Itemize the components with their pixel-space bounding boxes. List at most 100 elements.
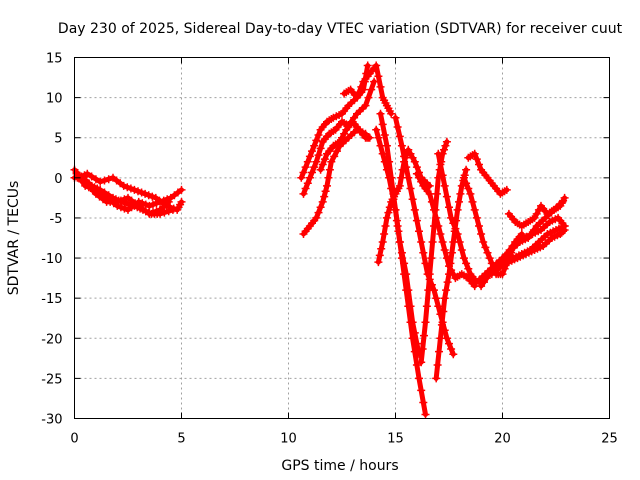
data-point-plus-marker <box>303 179 312 188</box>
data-point-plus-marker <box>419 398 428 407</box>
data-point-plus-marker <box>440 145 448 154</box>
data-point-plus-marker <box>438 238 447 246</box>
series-mid-1 <box>412 169 479 291</box>
data-point-plus-marker <box>477 230 486 238</box>
data-point-plus-marker <box>316 165 325 174</box>
data-point-plus-marker <box>163 195 172 204</box>
data-point-plus-marker <box>502 185 511 194</box>
data-point-plus-marker <box>436 160 445 169</box>
data-point-plus-marker <box>397 141 406 150</box>
data-point-plus-marker <box>96 185 105 194</box>
data-point-plus-marker <box>353 93 361 102</box>
series-drop-3 <box>374 145 434 267</box>
data-point-plus-marker <box>472 213 481 222</box>
data-point-plus-marker <box>104 175 113 184</box>
data-point-plus-marker <box>177 197 186 206</box>
data-point-plus-marker <box>421 318 430 327</box>
data-point-plus-marker <box>427 197 436 206</box>
data-point-plus-marker <box>370 77 379 86</box>
data-point-plus-marker <box>385 173 394 182</box>
data-point-plus-marker <box>462 165 471 174</box>
data-point-plus-marker <box>113 201 122 210</box>
data-point-plus-marker <box>126 184 135 193</box>
data-point-plus-marker <box>410 328 419 337</box>
data-point-plus-marker <box>164 207 173 216</box>
data-point-plus-marker <box>400 152 409 161</box>
data-point-plus-marker <box>418 345 427 353</box>
x-tick-label: 15 <box>387 432 404 447</box>
data-point-plus-marker <box>333 147 341 156</box>
data-point-plus-marker <box>100 188 109 197</box>
data-point-plus-marker <box>470 149 479 158</box>
y-axis-label: SDTVAR / TECUs <box>6 181 22 296</box>
data-point-plus-marker <box>96 177 105 186</box>
data-point-plus-marker <box>297 173 306 182</box>
x-tick-label: 20 <box>494 432 511 447</box>
data-point-plus-marker <box>442 192 451 201</box>
data-point-plus-marker <box>314 208 323 217</box>
data-point-plus-marker <box>445 203 453 212</box>
data-point-plus-marker <box>402 163 411 172</box>
y-tick-label: 15 <box>46 52 63 67</box>
data-point-plus-marker <box>462 259 471 268</box>
data-point-plus-marker <box>440 294 449 303</box>
data-point-plus-marker <box>138 199 147 208</box>
data-point-plus-marker <box>121 199 130 208</box>
data-point-plus-marker <box>472 155 481 164</box>
data-point-plus-marker <box>464 264 473 273</box>
data-point-plus-marker <box>464 184 473 193</box>
data-point-plus-marker <box>391 205 400 214</box>
data-point-plus-marker <box>438 171 447 180</box>
data-point-plus-marker <box>410 157 419 166</box>
data-point-plus-marker <box>376 141 385 150</box>
data-point-plus-marker <box>424 286 433 295</box>
data-point-plus-marker <box>434 302 443 311</box>
data-point-plus-marker <box>417 238 426 246</box>
x-tick-label: 0 <box>70 432 78 447</box>
data-point-plus-marker <box>406 184 415 193</box>
data-point-plus-marker <box>404 173 413 182</box>
data-point-plus-marker <box>134 187 142 196</box>
data-point-plus-marker <box>177 185 186 194</box>
data-point-plus-marker <box>447 213 456 222</box>
data-point-plus-marker <box>432 189 441 198</box>
data-point-plus-marker <box>119 181 128 190</box>
data-point-plus-marker <box>314 151 323 160</box>
data-point-plus-marker <box>120 204 129 213</box>
data-point-plus-marker <box>355 88 364 97</box>
data-point-plus-marker <box>312 157 321 166</box>
data-point-plus-marker <box>392 216 401 225</box>
data-point-plus-marker <box>320 192 329 201</box>
data-point-plus-marker <box>457 181 466 190</box>
data-point-plus-marker <box>134 197 143 206</box>
data-point-plus-marker <box>312 136 321 145</box>
data-point-plus-marker <box>395 132 404 141</box>
data-point-plus-marker <box>475 222 483 230</box>
series-mid-2 <box>434 149 481 287</box>
data-point-plus-marker <box>462 179 471 188</box>
data-point-plus-marker <box>141 189 150 198</box>
data-point-plus-marker <box>441 141 450 150</box>
y-tick-label: -20 <box>41 332 62 347</box>
data-point-plus-marker <box>365 133 374 142</box>
data-point-plus-marker <box>378 149 387 158</box>
data-point-plus-marker <box>436 334 445 343</box>
data-point-plus-marker <box>380 131 389 139</box>
data-point-plus-marker <box>364 93 373 102</box>
series-pass-5 <box>340 61 396 118</box>
data-point-plus-marker <box>387 109 396 118</box>
data-point-plus-marker <box>325 165 334 174</box>
plot-frame <box>74 57 610 419</box>
series-pass-4 <box>316 117 374 174</box>
data-point-plus-marker <box>455 197 463 206</box>
data-point-plus-marker <box>432 213 441 222</box>
data-point-plus-marker <box>149 200 157 209</box>
data-point-plus-marker <box>330 152 339 161</box>
chart-title: Day 230 of 2025, Sidereal Day-to-day VTE… <box>58 21 623 37</box>
data-point-plus-marker <box>130 185 139 194</box>
data-point-plus-marker <box>447 248 456 257</box>
data-point-plus-marker <box>385 203 394 212</box>
data-point-plus-marker <box>380 230 389 238</box>
data-point-plus-marker <box>314 131 323 139</box>
